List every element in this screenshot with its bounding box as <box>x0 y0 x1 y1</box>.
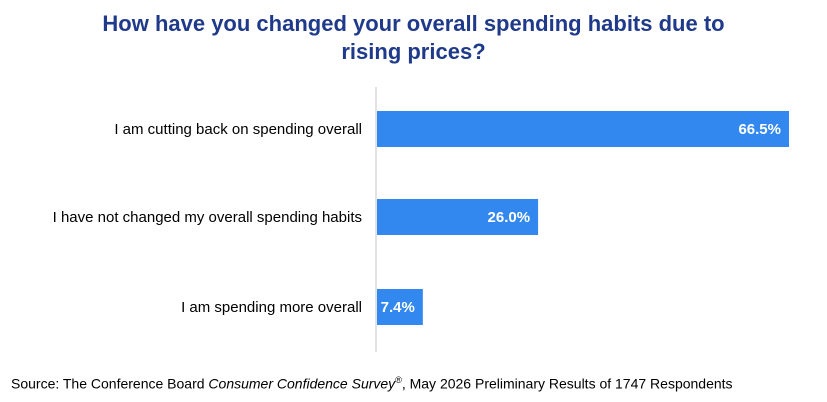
source-suffix: , May 2026 Preliminary Results of 1747 R… <box>401 375 733 392</box>
bar <box>377 199 539 235</box>
category-label: I am spending more overall <box>181 299 362 316</box>
data-label: 66.5% <box>738 121 781 138</box>
data-label: 26.0% <box>488 209 531 226</box>
bar-chart: I am cutting back on spending overall 66.… <box>53 87 789 352</box>
source-survey-name: Consumer Confidence Survey <box>208 375 396 392</box>
chart-title: How have you changed your overall spendi… <box>0 10 827 66</box>
chart-title-line-2: rising prices? <box>341 39 486 64</box>
category-label: I have not changed my overall spending h… <box>53 209 362 226</box>
registered-mark: ® <box>395 375 402 385</box>
bar <box>377 289 423 325</box>
category-label: I am cutting back on spending overall <box>114 121 362 138</box>
bar <box>377 111 789 147</box>
source-prefix: Source: The Conference Board <box>11 375 209 392</box>
chart-title-line-1: How have you changed your overall spendi… <box>102 11 725 36</box>
source-note: Source: The Conference Board Consumer Co… <box>11 375 733 392</box>
data-label: 7.4% <box>381 299 415 316</box>
